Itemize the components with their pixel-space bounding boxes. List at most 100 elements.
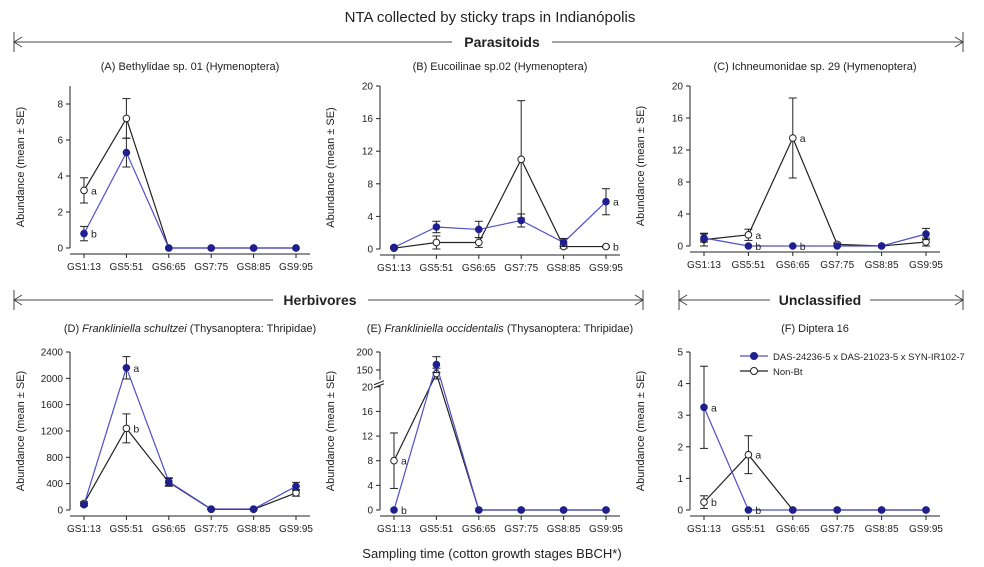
x-tick-label: GS5:51	[731, 260, 765, 271]
figure-title: NTA collected by sticky traps in Indianó…	[345, 9, 636, 26]
y-tick-label: 400	[46, 479, 63, 490]
y-tick-label: 20	[672, 82, 684, 93]
point-bt	[744, 242, 753, 250]
x-tick-label: GS9:95	[279, 262, 313, 273]
panel-1: (B) Eucoilinae sp.02 (Hymenoptera) Abunda…	[325, 61, 623, 274]
point-bt	[122, 148, 131, 157]
significance-letter: b	[401, 505, 407, 517]
x-tick-label: GS7:75	[504, 524, 538, 535]
x-tick-label: GS5:51	[109, 524, 143, 535]
series-line-bt	[83, 151, 296, 249]
x-tick-label: GS5:51	[419, 263, 453, 274]
x-tick-label: GS5:51	[731, 524, 765, 535]
axis-break-mark	[373, 380, 385, 386]
x-tick-label: GS6:65	[776, 524, 810, 535]
legend-marker-bt	[750, 352, 758, 360]
x-tick-label: GS5:51	[109, 262, 143, 273]
point-nonbt	[475, 238, 483, 247]
legend-label-bt: DAS-24236-5 x DAS-21023-5 x SYN-IR102-7	[773, 352, 965, 363]
point-bt	[789, 506, 797, 514]
point-nonbt	[80, 186, 88, 195]
series-line-nonbt	[83, 427, 297, 510]
y-tick-label: 4	[57, 172, 63, 183]
x-tick-label: GS5:51	[419, 524, 453, 535]
y-tick-label: 150	[356, 365, 373, 376]
series-line-bt	[703, 233, 927, 247]
series-line-nonbt	[83, 116, 296, 249]
x-tick-label: GS9:95	[589, 263, 623, 274]
significance-letter: b	[711, 497, 717, 509]
significance-letter: b	[755, 505, 761, 517]
significance-letter: a	[755, 230, 761, 242]
y-tick-label: 8	[57, 100, 63, 111]
significance-letter: a	[133, 363, 139, 375]
x-tick-label: GS6:65	[776, 260, 810, 271]
y-tick-label: 0	[677, 506, 683, 517]
y-tick-label: 12	[362, 147, 374, 158]
series-line-nonbt	[393, 371, 606, 511]
point-bt	[517, 506, 526, 514]
y-tick-label: 16	[362, 114, 374, 125]
y-tick-label: 2400	[41, 348, 64, 359]
x-tick-label: GS1:13	[377, 524, 411, 535]
point-bt	[559, 506, 568, 514]
point-bt	[700, 234, 708, 242]
point-bt	[390, 506, 398, 514]
significance-letter: b	[800, 241, 806, 253]
point-bt	[517, 216, 526, 225]
x-tick-label: GS9:95	[589, 524, 623, 535]
y-tick-label: 4	[367, 481, 373, 492]
y-tick-label: 16	[672, 114, 684, 125]
point-bt	[602, 197, 610, 206]
x-tick-label: GS1:13	[687, 260, 721, 271]
figure-xlabel: Sampling time (cotton growth stages BBCH…	[362, 546, 621, 561]
x-tick-label: GS6:65	[462, 263, 496, 274]
y-tick-label: 1200	[41, 427, 64, 438]
significance-letter: b	[133, 423, 139, 435]
y-tick-label: 4	[677, 379, 683, 390]
y-tick-label: 1	[677, 474, 683, 485]
point-nonbt	[390, 456, 398, 465]
point-bt	[700, 403, 708, 412]
significance-letter: a	[755, 450, 761, 462]
x-tick-label: GS6:65	[152, 524, 186, 535]
point-bt	[475, 506, 483, 514]
y-tick-label: 1600	[41, 400, 64, 411]
y-tick-label: 2	[57, 208, 63, 219]
y-axis-label: Abundance (mean ± SE)	[325, 107, 337, 227]
x-tick-label: GS1:13	[377, 263, 411, 274]
point-bt	[922, 506, 930, 514]
significance-letter: a	[711, 402, 717, 414]
y-tick-label: 0	[367, 245, 373, 256]
group-label-herbivores: Herbivores	[283, 292, 356, 308]
y-tick-label: 2000	[41, 374, 64, 385]
point-nonbt	[122, 114, 131, 123]
y-tick-label: 0	[57, 244, 63, 255]
point-bt	[922, 230, 930, 238]
y-tick-label: 3	[677, 411, 683, 422]
y-tick-label: 6	[57, 136, 63, 147]
point-nonbt	[122, 424, 131, 433]
point-nonbt	[517, 155, 526, 164]
y-tick-label: 2	[677, 442, 683, 453]
x-tick-label: GS7:75	[194, 262, 228, 273]
y-tick-label: 20	[362, 82, 374, 93]
y-tick-label: 12	[672, 146, 684, 157]
x-tick-label: GS7:75	[504, 263, 538, 274]
x-tick-label: GS8:85	[865, 524, 899, 535]
panel-2: (C) Ichneumonidae sp. 29 (Hymenoptera) Ab…	[635, 61, 943, 271]
series-line-bt	[703, 407, 926, 511]
x-tick-label: GS8:85	[865, 260, 899, 271]
y-tick-label: 0	[57, 506, 63, 517]
panel-4: (E) Frankliniella occidentalis (Thysanop…	[325, 323, 633, 535]
significance-letter: b	[755, 241, 761, 253]
y-tick-label: 4	[677, 210, 683, 221]
point-nonbt	[432, 238, 441, 247]
point-bt	[165, 244, 173, 252]
point-bt	[789, 242, 797, 250]
point-bt	[833, 242, 842, 250]
y-axis-label: Abundance (mean ± SE)	[635, 106, 647, 226]
group-parasitoids: Parasitoids	[13, 32, 964, 52]
significance-letter: a	[91, 185, 97, 197]
point-bt	[602, 506, 610, 514]
